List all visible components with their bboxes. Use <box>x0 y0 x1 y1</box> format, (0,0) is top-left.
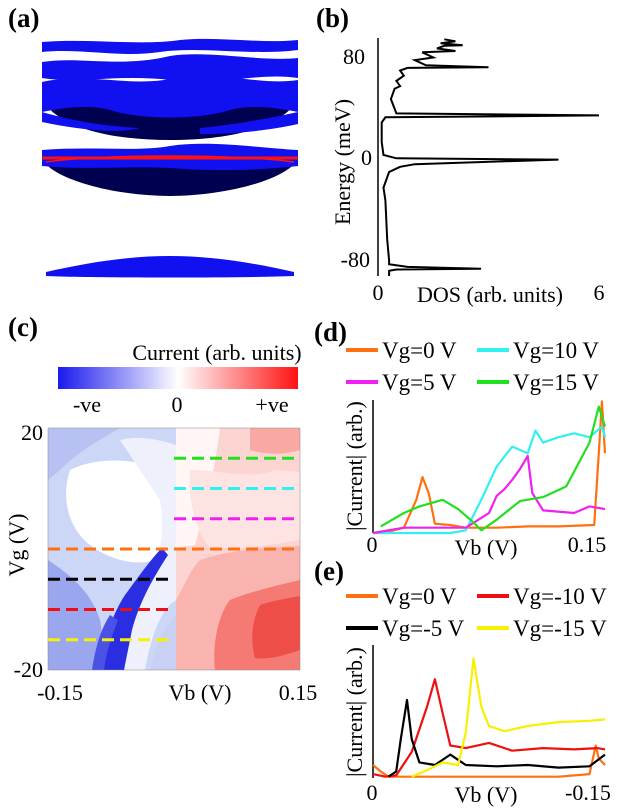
d-series-orange <box>372 400 607 535</box>
colorbar-tick-positive: +ve <box>255 392 288 417</box>
colorbar-tick-negative: -ve <box>73 392 101 417</box>
band-surface-upper-1 <box>42 54 298 82</box>
legend-d-label-1: Vg=10 V <box>513 338 599 363</box>
band-surface-upper-5 <box>200 112 298 134</box>
band-surface-fermi-dark <box>44 162 296 196</box>
dos-curve <box>380 38 600 276</box>
panel-label-c: (c) <box>8 312 38 342</box>
current-negative-panel: Vg=0 V Vg=-10 V Vg=-5 V Vg=-15 V 0 -0.15… <box>342 584 611 807</box>
e-series-black <box>387 698 606 778</box>
e-y-axis-label: |Current| (arb.) <box>342 647 367 777</box>
heatmap-ytick-20: 20 <box>21 420 43 445</box>
heatmap-panel: Current (arb. units) -ve 0 +ve 20 <box>4 340 317 705</box>
dos-y-axis-label: Energy (meV) <box>330 99 355 225</box>
colorbar-title: Current (arb. units) <box>132 340 301 365</box>
e-xtick-0: 0 <box>367 780 378 805</box>
d-y-axis-label: |Current| (arb.) <box>342 401 367 531</box>
heatmap-xtick-015: 0.15 <box>279 680 318 705</box>
colorbar-tick-zero: 0 <box>172 392 183 417</box>
band-surface-top <box>42 38 298 54</box>
e-series-yellow <box>411 657 606 778</box>
legend-d-label-2: Vg=5 V <box>382 370 457 395</box>
d-x-axis-label: Vb (V) <box>455 535 518 560</box>
e-curves <box>372 657 606 778</box>
heatmap-y-axis-label: Vg (V) <box>4 514 29 577</box>
heatmap-xtick-minus015: -0.15 <box>37 680 83 705</box>
band-surface-bottom <box>46 256 294 278</box>
dos-xtick-0: 0 <box>373 280 384 305</box>
e-x-axis-label: Vb (V) <box>455 782 518 807</box>
panel-label-b: (b) <box>316 3 349 33</box>
dos-panel: 80 0 -80 0 6 DOS (arb. units) Energy (me… <box>330 38 605 307</box>
d-series-magenta <box>372 454 606 535</box>
legend-e-label-0: Vg=0 V <box>382 584 457 609</box>
heatmap-dashed-lines <box>48 456 300 642</box>
dos-x-axis-label: DOS (arb. units) <box>417 282 563 307</box>
d-curves <box>372 400 607 535</box>
band-structure-panel <box>42 38 298 278</box>
band-surface-upper-4 <box>42 112 140 131</box>
e-series-red <box>372 678 606 778</box>
legend-e: Vg=0 V Vg=-10 V Vg=-5 V Vg=-15 V <box>346 584 607 641</box>
heatmap-ytick-minus20: -20 <box>14 657 43 682</box>
d-xtick-0: 0 <box>367 532 378 557</box>
legend-e-label-3: Vg=-15 V <box>513 616 607 641</box>
dos-ytick-minus80: -80 <box>341 247 370 272</box>
legend-d: Vg=0 V Vg=10 V Vg=5 V Vg=15 V <box>346 338 599 395</box>
current-positive-panel: Vg=0 V Vg=10 V Vg=5 V Vg=15 V 0 0.15 Vb … <box>342 338 606 560</box>
d-xtick-015: 0.15 <box>568 532 607 557</box>
panel-label-e: (e) <box>314 556 344 586</box>
d-series-green <box>380 405 607 532</box>
e-series-orange <box>372 744 606 778</box>
heatmap-x-axis-label: Vb (V) <box>169 680 232 705</box>
legend-e-label-2: Vg=-5 V <box>382 616 465 641</box>
band-surface-upper-3 <box>42 93 298 118</box>
colorbar <box>58 367 298 389</box>
legend-d-label-0: Vg=0 V <box>382 338 457 363</box>
e-xtick-minus015: -0.15 <box>565 780 611 805</box>
fermi-red-highlight <box>45 155 295 163</box>
dos-xtick-6: 6 <box>594 280 605 305</box>
panel-label-d: (d) <box>314 317 347 347</box>
legend-d-label-3: Vg=15 V <box>513 370 599 395</box>
panel-label-a: (a) <box>8 3 39 33</box>
dos-ytick-80: 80 <box>343 44 365 69</box>
dos-ytick-0: 0 <box>361 145 372 170</box>
legend-e-label-1: Vg=-10 V <box>513 584 607 609</box>
